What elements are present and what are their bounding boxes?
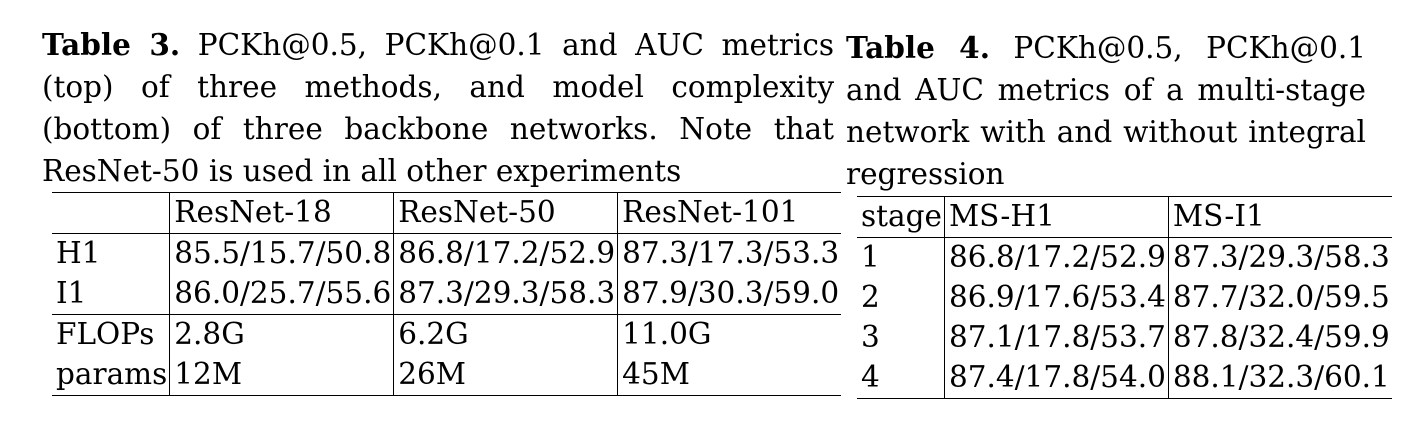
table4-label: Table 4. (846, 30, 990, 65)
table-cell: 45M (617, 355, 842, 396)
table-row: 2 86.9/17.6/53.4 87.7/32.0/59.5 (857, 278, 1392, 318)
table-cell: 2 (861, 280, 880, 315)
table4-caption-text: PCKh@0.5, PCKh@0.1 and AUC metrics of a … (846, 31, 1366, 191)
table3-label: Table 3. (42, 27, 181, 62)
table-cell: 85.5/15.7/50.8 (169, 233, 394, 274)
table-cell: 87.8/32.4/59.9 (1167, 318, 1392, 358)
table-cell: 3 (861, 320, 880, 355)
table-cell: 88.1/32.3/60.1 (1167, 358, 1392, 399)
table3: ResNet-18 ResNet-50 ResNet-101 H1 85.5/1… (52, 192, 842, 396)
table-cell: 87.7/32.0/59.5 (1167, 278, 1392, 318)
table4-caption: Table 4. PCKh@0.5, PCKh@0.1 and AUC metr… (846, 27, 1366, 195)
table-cell: 86.8/17.2/52.9 (393, 233, 618, 274)
table-cell: I1 (52, 274, 170, 315)
table-cell: 6.2G (393, 314, 618, 355)
table-cell: 2.8G (169, 314, 394, 355)
table-row: 3 87.1/17.8/53.7 87.8/32.4/59.9 (857, 318, 1392, 358)
table3-header-cell (52, 192, 170, 234)
table-cell: FLOPs (56, 317, 155, 352)
table3-caption: Table 3. PCKh@0.5, PCKh@0.1 and AUC metr… (42, 24, 834, 192)
table-row: params 12M 26M 45M (52, 355, 842, 396)
table-cell: 4 (857, 358, 945, 399)
table-cell: 87.3/29.3/58.3 (1167, 237, 1392, 278)
table-cell: 87.3/17.3/53.3 (617, 233, 842, 274)
table-cell: 1 (861, 240, 880, 275)
table-cell: 86.0/25.7/55.6 (169, 274, 394, 315)
table-row: H1 85.5/15.7/50.8 86.8/17.2/52.9 87.3/17… (52, 233, 842, 274)
table-cell: 26M (393, 355, 618, 396)
table3-caption-text: PCKh@0.5, PCKh@0.1 and AUC metrics (top)… (42, 28, 834, 188)
table-cell: 87.1/17.8/53.7 (943, 318, 1169, 358)
table-row: 1 86.8/17.2/52.9 87.3/29.3/58.3 (857, 237, 1392, 278)
table-cell: 87.3/29.3/58.3 (393, 274, 618, 315)
table3-header-cell: ResNet-18 (169, 192, 394, 234)
table4-header-cell: MS-I1 (1167, 196, 1392, 238)
table4-header-cell: stage (857, 196, 945, 238)
table4: stage MS-H1 MS-I1 1 86.8/17.2/52.9 87.3/… (857, 196, 1392, 399)
table-cell: 12M (169, 355, 394, 396)
table-cell: 11.0G (617, 314, 842, 355)
table-row: FLOPs 2.8G 6.2G 11.0G (52, 314, 842, 355)
table4-header-cell: MS-H1 (943, 196, 1169, 238)
table-cell: 86.9/17.6/53.4 (943, 278, 1169, 318)
table3-header-cell: ResNet-101 (617, 192, 842, 234)
table4-header-row: stage MS-H1 MS-I1 (857, 196, 1392, 238)
table-cell: 87.9/30.3/59.0 (617, 274, 842, 315)
table-cell: 86.8/17.2/52.9 (943, 237, 1169, 278)
table-row: I1 86.0/25.7/55.6 87.3/29.3/58.3 87.9/30… (52, 274, 842, 315)
table3-header-cell: ResNet-50 (393, 192, 618, 234)
table-cell: 87.4/17.8/54.0 (943, 358, 1169, 399)
table-cell: params (52, 355, 170, 396)
table-cell: H1 (56, 236, 101, 271)
table3-header-row: ResNet-18 ResNet-50 ResNet-101 (52, 192, 842, 234)
table-row: 4 87.4/17.8/54.0 88.1/32.3/60.1 (857, 358, 1392, 399)
